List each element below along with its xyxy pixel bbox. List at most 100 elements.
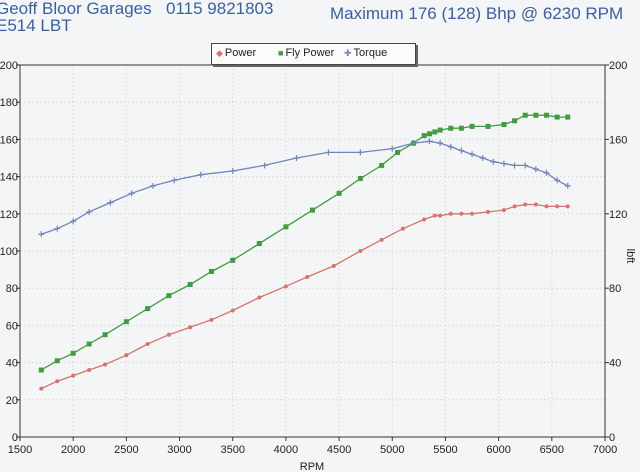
torque-point — [522, 162, 529, 169]
fly-power-point — [501, 122, 507, 128]
registration-text: E514 LBT — [0, 16, 72, 35]
y-axis-right: 0 40 80 120 160 200 — [605, 60, 627, 444]
x-tick-label: 2000 — [61, 444, 85, 456]
power-point — [124, 353, 129, 358]
power-point — [87, 368, 92, 373]
y-tick-label-left: 80 — [6, 283, 18, 295]
fly-power-line — [40, 114, 568, 371]
torque-point — [86, 208, 93, 215]
fly-power-point — [522, 112, 528, 118]
power-point — [358, 249, 363, 253]
torque-point — [532, 166, 539, 173]
power-point — [379, 237, 384, 242]
y-tick-label-left: 200 — [0, 60, 18, 72]
torque-point — [325, 149, 332, 156]
fly-power-point — [379, 162, 385, 168]
right-axis-label: lbft — [624, 249, 636, 264]
x-tick-label: 3000 — [167, 444, 191, 456]
y-tick-label-left: 140 — [0, 172, 18, 184]
fly-power-point — [458, 125, 464, 131]
y-tick-label-left: 180 — [0, 97, 18, 109]
fly-power-point — [310, 207, 315, 213]
y-axis-left: 0 20 40 60 80 100 120 140 160 180 200 — [0, 60, 20, 444]
legend-label-fly-power: Fly Power — [285, 47, 335, 59]
fly-power-point — [70, 350, 76, 356]
max-power-text: Maximum 176 (128) Bhp @ 6230 RPM — [330, 4, 624, 23]
fly-power-point — [145, 306, 151, 312]
torque-point — [107, 199, 114, 206]
series-group — [38, 112, 571, 391]
torque-point — [490, 158, 497, 165]
fly-power-point — [427, 131, 432, 137]
y-tick-label-right: 0 — [609, 432, 615, 444]
fly-power-point — [554, 114, 560, 120]
torque-point — [543, 169, 550, 176]
power-point — [145, 342, 150, 346]
fly-power-point — [533, 112, 539, 118]
y-tick-label-left: 60 — [6, 320, 18, 332]
fly-power-point — [469, 123, 475, 129]
torque-point — [229, 168, 236, 175]
torque-point — [293, 155, 300, 161]
x-tick-label: 5000 — [380, 444, 404, 456]
torque-point — [500, 160, 507, 167]
x-axis: 1500 2000 2500 3000 3500 4000 4500 5000 5500 6000… — [8, 437, 617, 456]
y-tick-label-left: 100 — [0, 246, 18, 258]
torque-point — [197, 171, 204, 178]
y-tick-label-right: 120 — [609, 209, 627, 221]
fly-power-point — [357, 175, 363, 181]
torque-point — [469, 151, 476, 158]
legend-dot-power: ◆ — [216, 48, 223, 58]
power-point — [283, 284, 288, 289]
y-tick-label-left: 160 — [0, 134, 18, 146]
legend-label-power: Power — [224, 47, 257, 59]
y-tick-label-left: 0 — [12, 432, 18, 444]
power-point — [512, 204, 517, 209]
torque-line — [41, 140, 569, 235]
legend-plus-torque: ✚ — [344, 48, 352, 58]
torque-point — [38, 231, 45, 238]
phone-number: 0115 9821803 — [166, 0, 274, 18]
x-tick-label: 1500 — [8, 444, 32, 456]
power-point — [400, 226, 405, 231]
fly-power-point — [283, 224, 289, 230]
torque-point — [171, 177, 178, 184]
torque-point — [389, 145, 396, 152]
y-tick-label-left: 20 — [6, 395, 18, 407]
torque-point — [564, 182, 571, 189]
fly-power-point — [86, 341, 92, 347]
x-tick-label: 4500 — [327, 444, 351, 456]
fly-power-point — [54, 358, 60, 364]
torque-point — [149, 182, 156, 189]
x-tick-label: 5500 — [433, 444, 457, 456]
power-point — [188, 325, 193, 330]
x-tick-label: 3500 — [220, 444, 244, 456]
power-point — [305, 275, 310, 280]
power-point — [448, 211, 453, 216]
fly-power-point — [336, 190, 342, 196]
power-point — [209, 317, 214, 322]
y-tick-label-right: 40 — [609, 358, 621, 370]
x-tick-label: 6000 — [486, 444, 510, 456]
fly-power-point — [544, 112, 549, 118]
power-point — [544, 204, 549, 209]
grid-lines — [19, 64, 606, 438]
torque-point — [357, 149, 364, 156]
torque-point — [70, 218, 77, 225]
legend-item-fly-power: ■ Fly Power — [278, 47, 334, 59]
power-point — [71, 373, 76, 378]
power-point — [555, 204, 560, 209]
legend-square-fly-power: ■ — [278, 48, 284, 58]
power-point — [230, 308, 235, 313]
power-point — [422, 217, 427, 222]
torque-point — [54, 225, 61, 232]
torque-point — [554, 177, 561, 184]
fly-power-point — [102, 332, 108, 338]
torque-point — [410, 140, 417, 147]
fly-power-point — [123, 319, 129, 325]
power-point — [103, 362, 108, 367]
torque-point — [261, 162, 268, 169]
fly-power-point — [432, 129, 438, 135]
torque-point — [447, 143, 454, 150]
